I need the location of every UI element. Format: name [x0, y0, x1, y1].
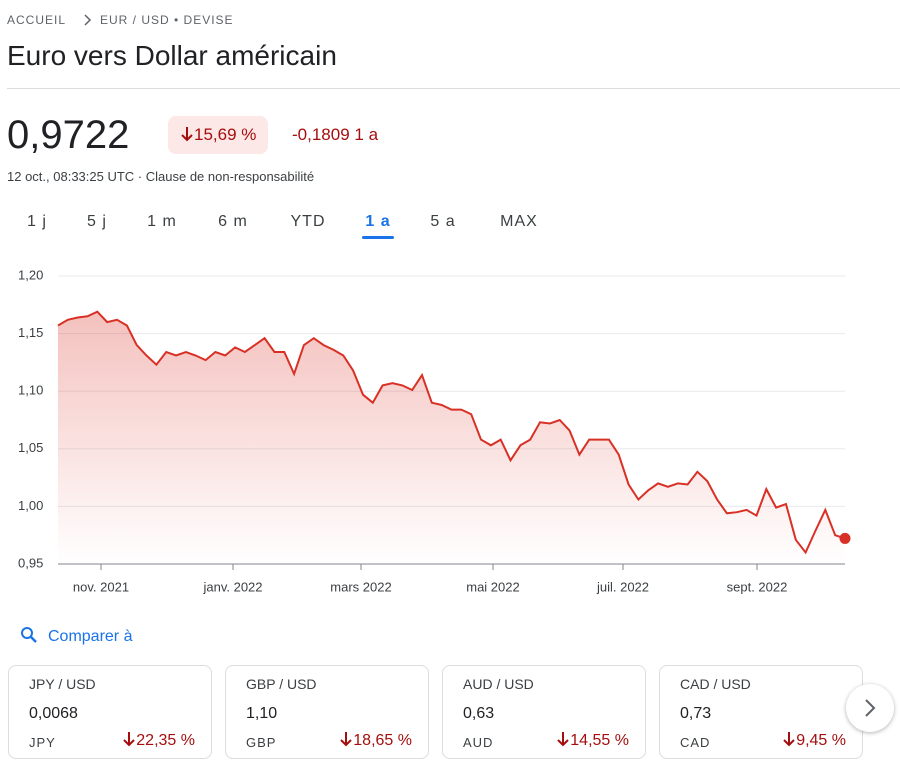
- compare-link[interactable]: Comparer à: [20, 626, 132, 646]
- change-percent-pill: 15,69 %: [168, 116, 269, 154]
- change-percent: 15,69 %: [194, 125, 257, 144]
- card-price: 1,10: [246, 705, 278, 722]
- x-tick-label: mai 2022: [466, 579, 519, 594]
- card-change-value: 22,35 %: [136, 732, 195, 749]
- card-change: 14,55 %: [556, 731, 629, 750]
- area: [58, 311, 845, 564]
- down-arrow: [557, 732, 569, 747]
- timestamp: 12 oct., 08:33:25 UTC: [7, 169, 135, 184]
- page-title: Euro vers Dollar américain: [7, 40, 337, 71]
- timestamp-row: 12 oct., 08:33:25 UTC · Clause de non-re…: [7, 169, 315, 184]
- x-tick-label: sept. 2022: [727, 579, 788, 594]
- range-tab[interactable]: 5 a: [430, 213, 456, 230]
- card-code: CAD: [680, 735, 711, 750]
- change-absolute-row: -0,1809 1 a: [292, 125, 378, 145]
- price: 0,9722: [7, 113, 130, 157]
- breadcrumb-home[interactable]: ACCUEIL: [7, 13, 67, 27]
- range-tab[interactable]: 1 a: [365, 213, 391, 230]
- card[interactable]: CAD / USD 0,73 CAD 9,45 %: [659, 665, 863, 759]
- y-tick-label: 1,05: [18, 440, 43, 455]
- range-tab[interactable]: MAX: [500, 213, 538, 230]
- y-tick-label: 1,20: [18, 267, 43, 282]
- search-icon: [21, 627, 37, 643]
- divider: [7, 88, 900, 89]
- card-price: 0,0068: [29, 705, 78, 722]
- card-pair: AUD / USD: [463, 676, 534, 692]
- x-tick-label: nov. 2021: [73, 579, 129, 594]
- last-point: [839, 532, 851, 544]
- y-tick-label: 1,15: [18, 325, 43, 340]
- card-code: AUD: [463, 735, 494, 750]
- change-period: 1 a: [354, 125, 379, 144]
- card-change: 18,65 %: [339, 731, 412, 750]
- change-absolute: -0,1809: [292, 125, 350, 144]
- card-code: JPY: [29, 735, 56, 750]
- down-arrow: [181, 127, 193, 142]
- compare-text: Comparer à: [48, 628, 133, 645]
- y-tick-label: 0,95: [18, 555, 43, 570]
- x-tick-label: mars 2022: [330, 579, 391, 594]
- active-tab-underline: [362, 236, 394, 239]
- range-tab[interactable]: 1 m: [147, 213, 177, 230]
- card[interactable]: JPY / USD 0,0068 JPY 22,35 %: [8, 665, 212, 759]
- card-change-value: 14,55 %: [570, 732, 629, 749]
- card-change-value: 18,65 %: [353, 732, 412, 749]
- card-pair: CAD / USD: [680, 676, 751, 692]
- card-pair: GBP / USD: [246, 676, 317, 692]
- card[interactable]: GBP / USD 1,10 GBP 18,65 %: [225, 665, 429, 759]
- card-code: GBP: [246, 735, 277, 750]
- next-button[interactable]: [846, 684, 894, 732]
- x-tick-label: juil. 2022: [596, 579, 649, 594]
- range-tab[interactable]: 1 j: [27, 213, 47, 230]
- range-tab[interactable]: 5 j: [87, 213, 107, 230]
- y-tick-label: 1,10: [18, 383, 43, 398]
- chevron-right: [865, 699, 876, 717]
- down-arrow: [340, 732, 352, 747]
- range-tab[interactable]: YTD: [290, 213, 326, 230]
- card-pair: JPY / USD: [29, 676, 96, 692]
- range-tab[interactable]: 6 m: [218, 213, 248, 230]
- card-change-value: 9,45 %: [796, 732, 846, 749]
- card-change: 9,45 %: [782, 731, 846, 750]
- breadcrumb-current: EUR / USD • DEVISE: [100, 13, 234, 27]
- x-tick-label: janv. 2022: [202, 579, 262, 594]
- card-change: 22,35 %: [122, 731, 195, 750]
- y-tick-label: 1,00: [18, 498, 43, 513]
- chart: 0,95 1,00 1,05 1,10 1,15 1,20 nov. 2021 janv. 2…: [18, 267, 851, 594]
- card[interactable]: AUD / USD 0,63 AUD 14,55 %: [442, 665, 646, 759]
- down-arrow: [783, 732, 795, 747]
- card-price: 0,73: [680, 705, 712, 722]
- line: [57, 310, 846, 555]
- disclaimer-link[interactable]: Clause de non-responsabilité: [145, 169, 315, 184]
- down-arrow: [123, 732, 135, 747]
- card-price: 0,63: [463, 705, 495, 722]
- breadcrumb-chevron: [84, 14, 92, 26]
